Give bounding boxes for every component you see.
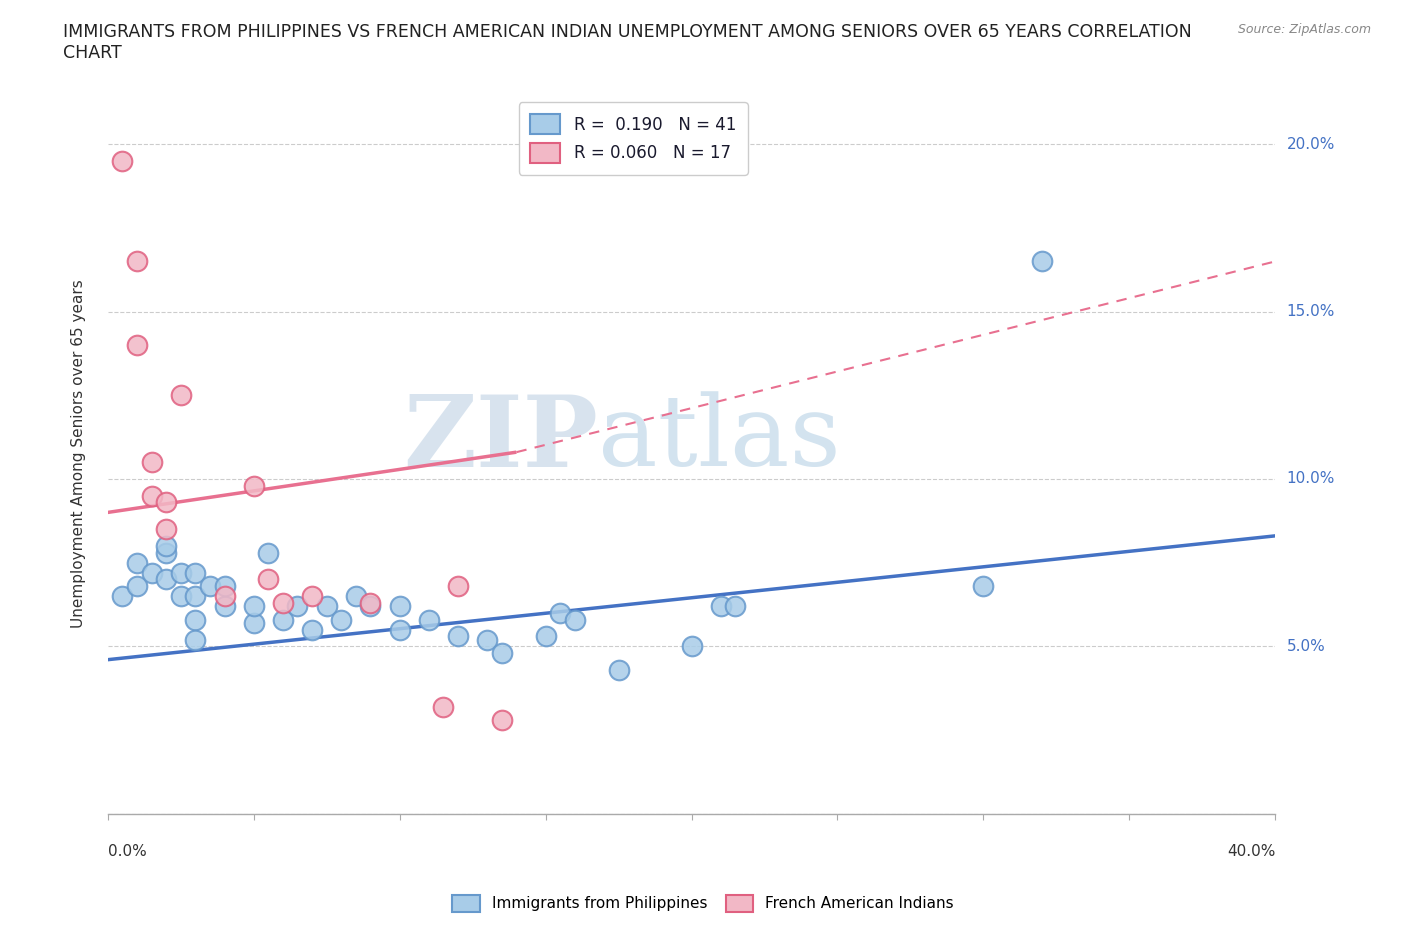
Point [607,662,630,677]
Point [477,632,499,647]
Point [184,612,207,627]
Text: 15.0%: 15.0% [1286,304,1334,319]
Point [214,599,236,614]
Point [170,388,193,403]
Point [257,572,280,587]
Point [564,612,586,627]
Point [287,599,309,614]
Point [242,616,264,631]
Y-axis label: Unemployment Among Seniors over 65 years: Unemployment Among Seniors over 65 years [72,280,86,629]
Point [359,599,381,614]
Point [155,572,177,587]
Point [301,622,323,637]
Point [155,522,177,537]
Point [315,599,337,614]
Point [170,565,193,580]
Point [242,599,264,614]
Point [141,565,163,580]
Legend: Immigrants from Philippines, French American Indians: Immigrants from Philippines, French Amer… [446,889,960,918]
Point [111,153,134,168]
Point [388,599,411,614]
Point [710,599,733,614]
Point [125,555,148,570]
Point [388,622,411,637]
Point [447,629,470,644]
Point [724,599,747,614]
Point [534,629,557,644]
Point [447,578,470,593]
Point [141,488,163,503]
Text: 10.0%: 10.0% [1286,472,1334,486]
Text: IMMIGRANTS FROM PHILIPPINES VS FRENCH AMERICAN INDIAN UNEMPLOYMENT AMONG SENIORS: IMMIGRANTS FROM PHILIPPINES VS FRENCH AM… [63,23,1192,62]
Text: ZIP: ZIP [404,391,598,488]
Point [432,699,454,714]
Point [330,612,353,627]
Point [271,595,294,610]
Point [344,589,367,604]
Point [418,612,440,627]
Point [155,545,177,560]
Point [125,254,148,269]
Point [548,605,571,620]
Text: 20.0%: 20.0% [1286,137,1334,152]
Point [1031,254,1053,269]
Point [359,595,381,610]
Point [214,589,236,604]
Point [972,578,994,593]
Point [125,578,148,593]
Text: atlas: atlas [598,392,841,487]
Point [214,578,236,593]
Text: 0.0%: 0.0% [108,844,146,859]
Point [184,565,207,580]
Point [184,632,207,647]
Point [111,589,134,604]
Point [184,589,207,604]
Point [170,589,193,604]
Legend: R =  0.190   N = 41, R = 0.060   N = 17: R = 0.190 N = 41, R = 0.060 N = 17 [519,102,748,175]
Text: 40.0%: 40.0% [1227,844,1275,859]
Text: 5.0%: 5.0% [1286,639,1324,654]
Point [301,589,323,604]
Point [257,545,280,560]
Point [242,478,264,493]
Text: Source: ZipAtlas.com: Source: ZipAtlas.com [1237,23,1371,36]
Point [198,578,221,593]
Point [155,495,177,510]
Point [491,645,513,660]
Point [141,455,163,470]
Point [271,612,294,627]
Point [125,338,148,352]
Point [681,639,703,654]
Point [491,712,513,727]
Point [155,538,177,553]
